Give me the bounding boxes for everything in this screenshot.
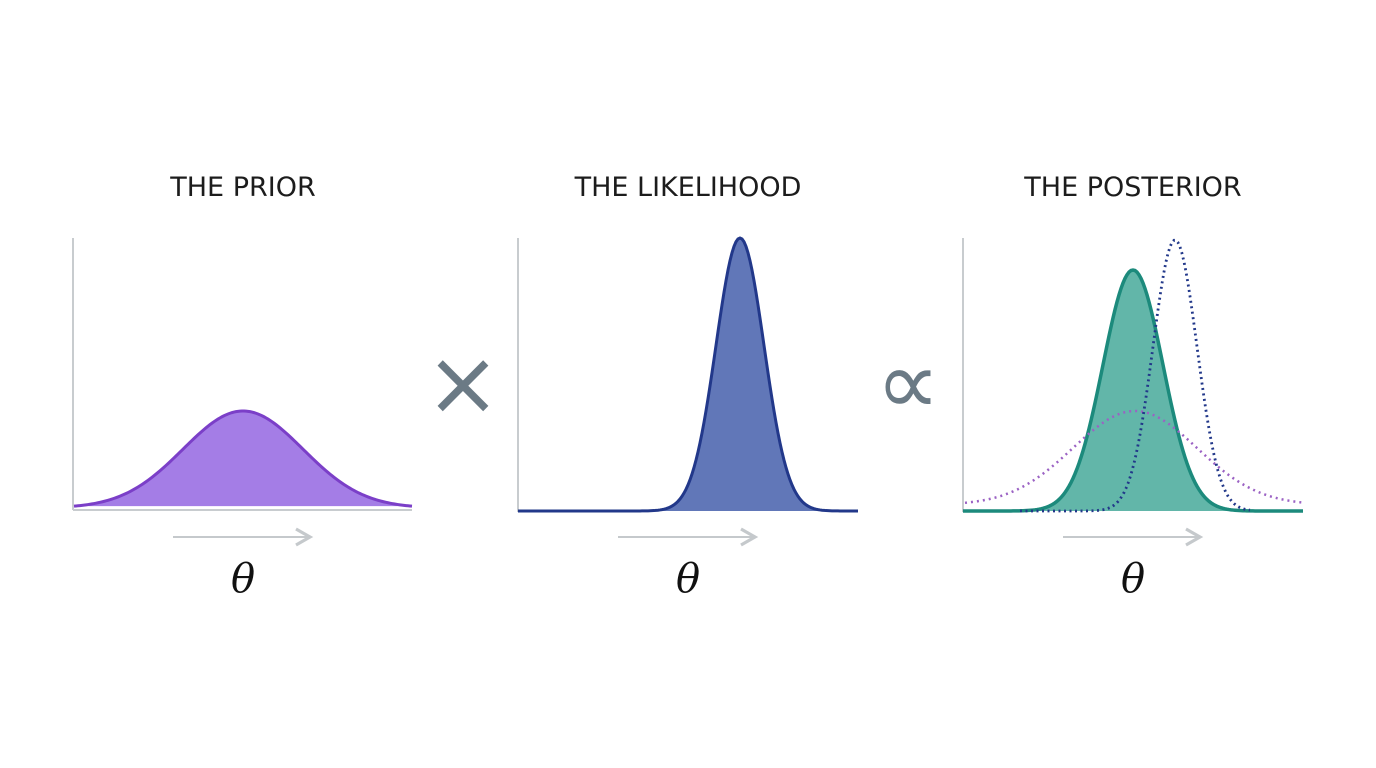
axes	[72, 238, 964, 512]
axis-label: θ	[676, 556, 700, 602]
axis-label: θ	[231, 556, 255, 602]
posterior-curve	[963, 268, 1303, 513]
likelihood-overlay	[1020, 238, 1251, 513]
likelihood-curve	[518, 236, 858, 513]
operator: ∝	[876, 331, 940, 436]
operator: ×	[425, 331, 500, 436]
panel-title: THE PRIOR	[169, 172, 315, 203]
panel-title: THE LIKELIHOOD	[574, 172, 802, 203]
prior-curve	[73, 409, 413, 508]
panel-title: THE POSTERIOR	[1023, 172, 1241, 203]
axis-label: θ	[1121, 556, 1145, 602]
